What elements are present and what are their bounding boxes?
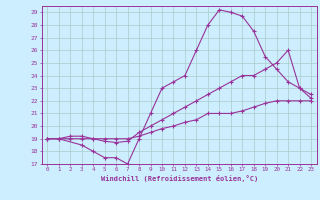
X-axis label: Windchill (Refroidissement éolien,°C): Windchill (Refroidissement éolien,°C) <box>100 175 258 182</box>
